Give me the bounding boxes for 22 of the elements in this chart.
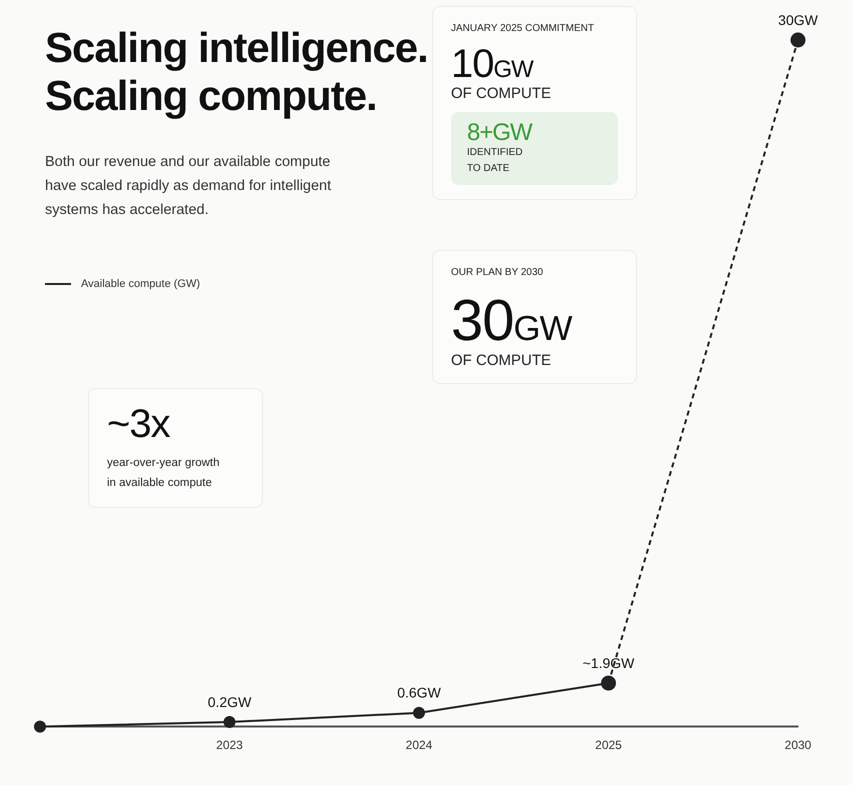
data-label: 30GW [778,12,819,28]
data-label: 0.6GW [397,684,442,701]
annotation: ~3x [107,402,171,446]
data-label: 0.2GW [208,694,252,710]
annotation: OUR PLAN BY 2030 [451,266,544,280]
annotation: year-over-year growth in available compute [107,456,220,491]
data-label: ~1.9GW [582,654,636,671]
legend-label: Available compute (GW) [81,278,200,290]
text: JANUARY 2025 COMMITMENT [451,22,595,36]
chart-title: Scaling intelligence. Scaling compute. [45,24,428,120]
annotation: 10GW [451,42,533,86]
x-tick-label: 2023 [216,738,244,752]
text: Both our revenue and our available compute have scaled rapidly as demand for intelligent systems has accelerated. [45,153,332,220]
x-tick-label: 2030 [784,738,812,752]
x-tick-label: 2024 [406,738,433,752]
annotation: 8+GW [467,119,534,146]
x-tick-label: 2025 [595,738,622,752]
info-panel: 8+GW IDENTIFIED TO DATE [451,112,618,186]
annotation: 30GW [451,288,572,353]
annotation: IDENTIFIED TO DATE [467,146,524,176]
annotation: OF COMPUTE [451,352,552,369]
annotation: OF COMPUTE [451,85,552,102]
